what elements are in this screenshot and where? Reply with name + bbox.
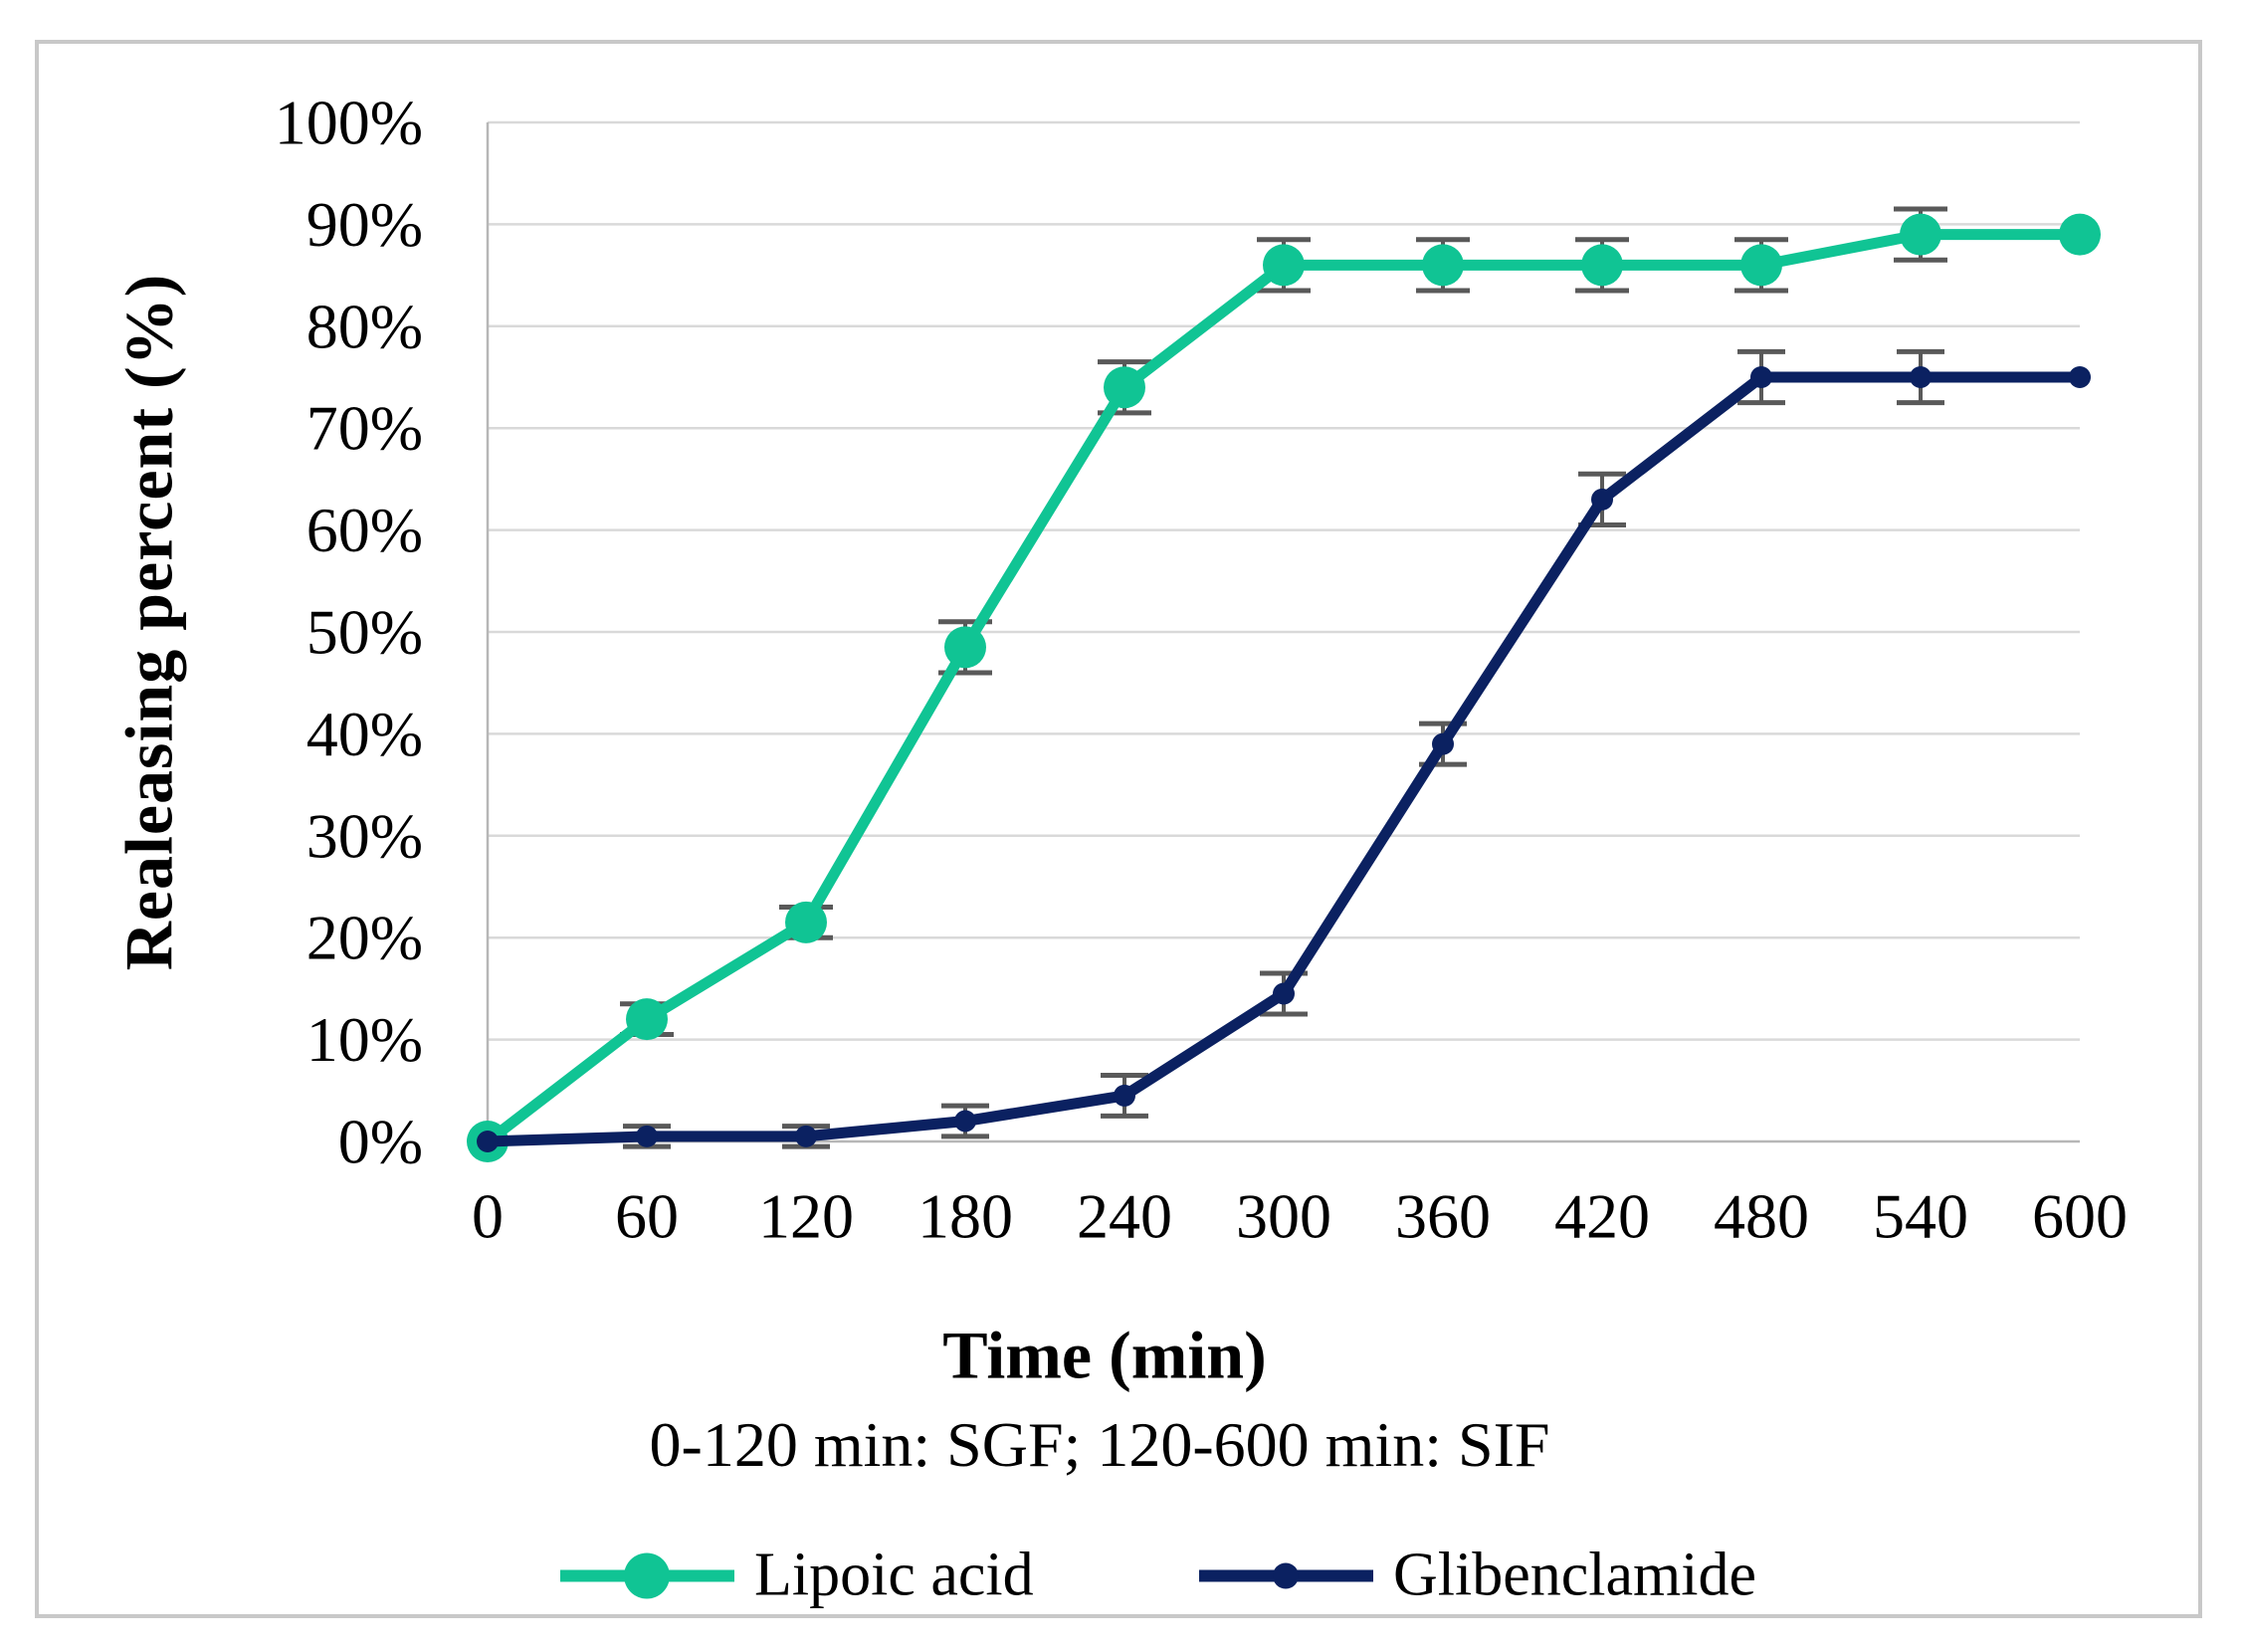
lipoic-acid-marker: [1422, 244, 1464, 287]
lipoic-acid-marker: [944, 626, 986, 669]
legend-label-glibenclamide: Glibenclamide: [1393, 1541, 1756, 1609]
y-tick-label: 0%: [338, 1107, 423, 1177]
y-axis-title: Realeasing percent (%): [110, 273, 187, 971]
y-tick-label: 20%: [306, 903, 423, 973]
y-tick-label: 80%: [306, 291, 423, 361]
lipoic-acid-marker: [1581, 244, 1623, 287]
x-tick-label: 480: [1714, 1181, 1809, 1252]
y-tick-label: 30%: [306, 800, 423, 871]
lipoic-acid-marker: [626, 998, 668, 1041]
lipoic-acid-marker: [1263, 244, 1305, 287]
glibenclamide-line-marker-icon: [1199, 1562, 1373, 1588]
lipoic-acid-line-marker-icon: [560, 1552, 734, 1598]
legend-label-lipoic-acid: Lipoic acid: [754, 1541, 1034, 1609]
glibenclamide-marker: [795, 1125, 817, 1147]
lipoic-acid-marker: [785, 901, 827, 943]
glibenclamide-marker: [1432, 732, 1454, 755]
glibenclamide-marker: [1910, 366, 1932, 388]
lipoic-acid-marker: [1740, 244, 1782, 287]
y-tick-label: 70%: [306, 393, 423, 464]
legend-item-glibenclamide: Glibenclamide: [1199, 1541, 1756, 1611]
glibenclamide-marker: [954, 1110, 976, 1133]
x-axis-title: Time (min): [942, 1317, 1267, 1393]
lipoic-acid-marker: [2059, 213, 2101, 256]
glibenclamide-marker: [477, 1131, 499, 1152]
lipoic-acid-marker: [1104, 366, 1145, 409]
x-tick-label: 180: [917, 1181, 1013, 1252]
x-tick-label: 0: [472, 1181, 504, 1252]
glibenclamide-marker: [1591, 488, 1613, 511]
x-tick-label: 600: [2032, 1181, 2128, 1252]
x-tick-label: 240: [1077, 1181, 1172, 1252]
y-tick-label: 100%: [275, 88, 423, 158]
legend-item-lipoic-acid: Lipoic acid: [560, 1541, 1034, 1611]
figure-frame: [35, 40, 2202, 1618]
x-axis-subtitle: 0-120 min: SGF; 120-600 min: SIF: [649, 1409, 1550, 1480]
y-tick-label: 10%: [306, 1004, 423, 1075]
glibenclamide-marker: [2069, 366, 2091, 388]
lipoic-acid-marker: [1900, 213, 1941, 256]
y-tick-label: 60%: [306, 495, 423, 565]
x-tick-label: 60: [615, 1181, 679, 1252]
y-tick-label: 90%: [306, 189, 423, 260]
glibenclamide-line: [482, 371, 2086, 1147]
glibenclamide-marker: [1750, 366, 1772, 388]
y-tick-label: 40%: [306, 699, 423, 769]
glibenclamide-marker: [636, 1125, 658, 1147]
x-tick-label: 420: [1554, 1181, 1650, 1252]
glibenclamide-marker: [1114, 1084, 1135, 1107]
x-tick-label: 540: [1873, 1181, 1968, 1252]
glibenclamide-marker: [1273, 982, 1295, 1005]
x-tick-label: 360: [1395, 1181, 1491, 1252]
x-tick-label: 300: [1236, 1181, 1331, 1252]
x-tick-label: 120: [758, 1181, 854, 1252]
y-tick-label: 50%: [306, 597, 423, 668]
